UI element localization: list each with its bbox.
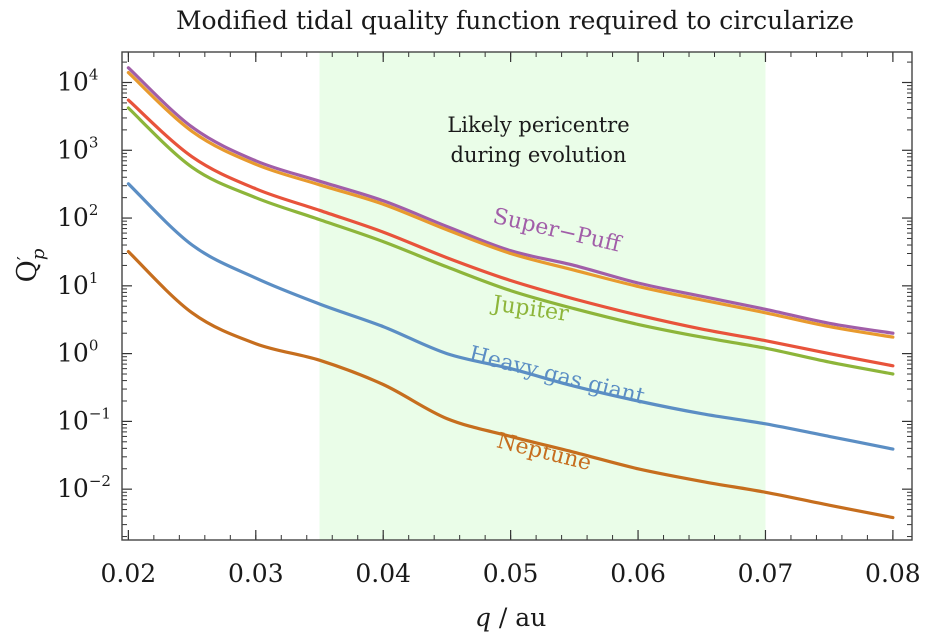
- y-tick-label: 10−2: [57, 472, 111, 503]
- x-axis-label: q / au: [475, 603, 546, 632]
- chart-title: Modified tidal quality function required…: [176, 6, 854, 35]
- series-line-heavy-gas-giant: [126, 182, 895, 451]
- plot-area: Likely pericentre during evolution 104 103 1…: [12, 51, 921, 632]
- y-axis-label: Q′p: [12, 248, 49, 282]
- x-tick-label: 0.03: [228, 559, 284, 588]
- series-line-unnamed: [126, 71, 895, 339]
- x-tick-label: 0.04: [355, 559, 411, 588]
- y-tick-label: 10−1: [57, 404, 111, 435]
- shaded-region-label-line: Likely pericentre: [447, 113, 629, 137]
- shaded-region-label-line: during evolution: [451, 143, 627, 167]
- series-line-jupiter: [126, 106, 895, 376]
- x-tick-label: 0.06: [610, 559, 666, 588]
- y-tick-label: 102: [57, 201, 98, 232]
- y-tick-label: 100: [57, 337, 98, 368]
- y-tick-label: 104: [57, 66, 98, 97]
- x-tick-label: 0.02: [101, 559, 157, 588]
- x-tick-label: 0.05: [483, 559, 539, 588]
- series-line-unnamed: [126, 98, 895, 368]
- y-tick-label: 101: [57, 269, 98, 300]
- series-line-super-puff: [126, 66, 895, 335]
- y-tick-label: 103: [57, 133, 98, 164]
- x-tick-label: 0.07: [738, 559, 794, 588]
- series-line-neptune: [126, 250, 895, 520]
- shaded-region: [319, 52, 766, 540]
- x-tick-label: 0.08: [865, 559, 921, 588]
- plot-frame: [121, 51, 913, 541]
